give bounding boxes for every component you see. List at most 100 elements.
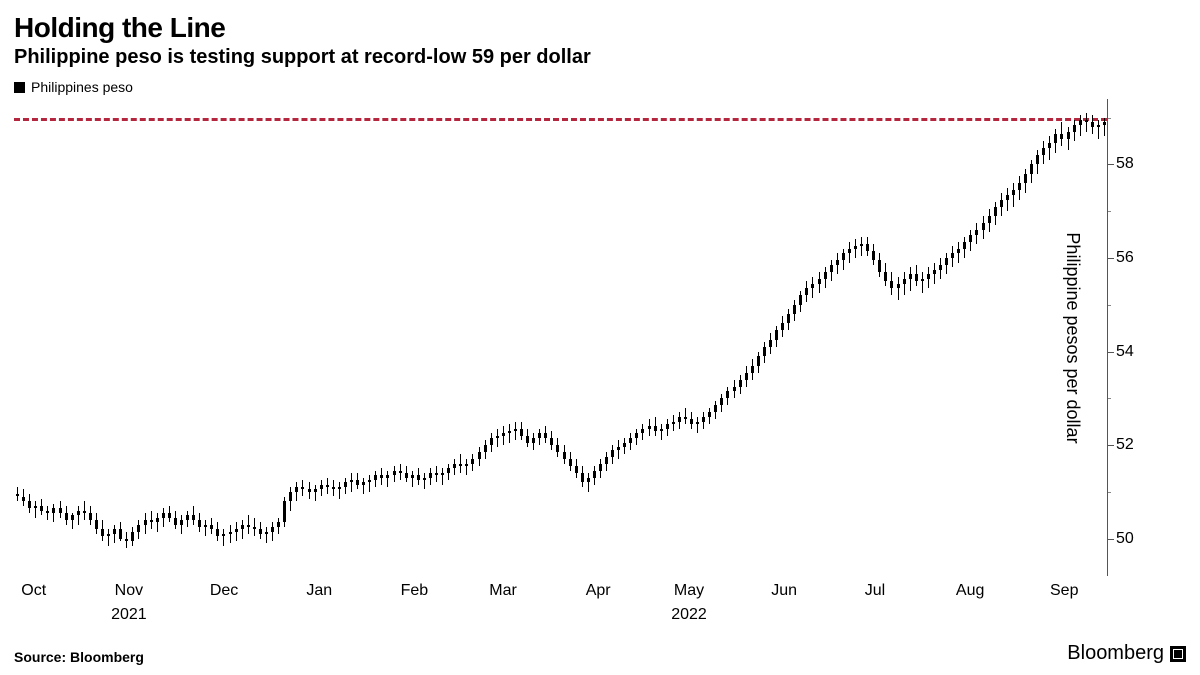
x-tick-label: May [674, 582, 704, 600]
candle-wick [272, 522, 273, 541]
candle-wick [1080, 115, 1081, 136]
candle-wick [515, 422, 516, 441]
candle-body [1079, 120, 1082, 125]
candle-body [897, 284, 900, 289]
candle-body [350, 480, 353, 482]
candle-body [678, 417, 681, 422]
candle-body [544, 433, 547, 438]
candle-body [101, 529, 104, 536]
candle-body [265, 532, 268, 534]
candle-body [198, 520, 201, 527]
candle-body [672, 422, 675, 424]
candle-body [22, 497, 25, 502]
candle-body [654, 426, 657, 431]
candle-body [89, 513, 92, 520]
candle-body [690, 419, 693, 424]
candle-body [1067, 132, 1070, 139]
candle-body [484, 445, 487, 452]
y-tick-mark [1108, 445, 1114, 446]
y-minor-tick [1108, 211, 1111, 212]
candle-body [222, 534, 225, 536]
candle-body [1006, 195, 1009, 200]
x-tick-label: Sep [1050, 582, 1078, 600]
candle-body [963, 242, 966, 249]
candle-body [726, 391, 729, 398]
candle-body [137, 525, 140, 532]
legend-label: Philippines peso [31, 79, 133, 95]
candle-body [988, 216, 991, 223]
candle-body [308, 489, 311, 491]
candle-body [660, 429, 663, 431]
candle-wick [163, 508, 164, 527]
y-axis-title: Philippine pesos per dollar [1062, 232, 1083, 443]
candle-body [259, 529, 262, 534]
candle-body [411, 475, 414, 477]
candle-body [186, 515, 189, 520]
brand-icon [1170, 646, 1186, 662]
candle-wick [315, 485, 316, 501]
candle-body [526, 436, 529, 443]
candle-body [344, 482, 347, 487]
candle-body [210, 525, 213, 530]
y-tick-label: 52 [1116, 436, 1134, 454]
candle-body [326, 485, 329, 487]
candle-body [253, 527, 256, 529]
y-minor-tick [1108, 398, 1111, 399]
candle-body [532, 438, 535, 443]
candle-wick [424, 473, 425, 489]
candle-body [599, 464, 602, 471]
candle-wick [588, 473, 589, 492]
candle-body [386, 475, 389, 477]
candle-body [417, 475, 420, 480]
candle-body [781, 323, 784, 330]
candle-body [429, 473, 432, 478]
reference-line [14, 118, 1107, 121]
candle-body [52, 508, 55, 513]
candle-wick [855, 239, 856, 258]
candle-body [247, 525, 250, 527]
candle-wick [47, 506, 48, 520]
candle-body [241, 525, 244, 530]
candle-body [666, 424, 669, 429]
candle-body [271, 527, 274, 532]
candle-body [890, 281, 893, 288]
candle-body [216, 529, 219, 536]
candle-body [1085, 120, 1088, 122]
x-tick-label: Jul [865, 582, 885, 600]
candle-wick [1013, 183, 1014, 206]
brand-label: Bloomberg [1067, 642, 1186, 665]
candle-body [459, 464, 462, 466]
candle-body [903, 279, 906, 284]
candle-wick [351, 473, 352, 492]
chart-plot [14, 99, 1108, 576]
chart-legend: Philippines peso [14, 79, 1186, 95]
candle-body [824, 272, 827, 279]
candle-wick [363, 478, 364, 494]
y-tick-mark [1108, 539, 1114, 540]
candle-body [605, 457, 608, 464]
candle-body [702, 417, 705, 422]
candle-wick [503, 426, 504, 445]
candle-body [1073, 125, 1076, 132]
candle-wick [339, 482, 340, 498]
candle-body [168, 513, 171, 518]
candle-wick [1068, 127, 1069, 150]
y-tick-label: 58 [1116, 155, 1134, 173]
candle-body [320, 485, 323, 490]
candle-body [71, 515, 74, 520]
x-tick-label: Dec [210, 582, 238, 600]
brand-text: Bloomberg [1067, 642, 1164, 665]
candle-body [641, 429, 644, 434]
candle-body [635, 433, 638, 438]
candle-body [59, 508, 62, 513]
candle-body [848, 249, 851, 254]
x-tick-label: Aug [956, 582, 984, 600]
y-minor-tick [1108, 118, 1111, 119]
candle-body [939, 265, 942, 270]
candle-wick [205, 520, 206, 536]
candle-body [65, 513, 68, 520]
candle-body [720, 398, 723, 405]
y-tick-mark [1108, 164, 1114, 165]
candle-wick [35, 501, 36, 517]
candle-body [793, 305, 796, 314]
